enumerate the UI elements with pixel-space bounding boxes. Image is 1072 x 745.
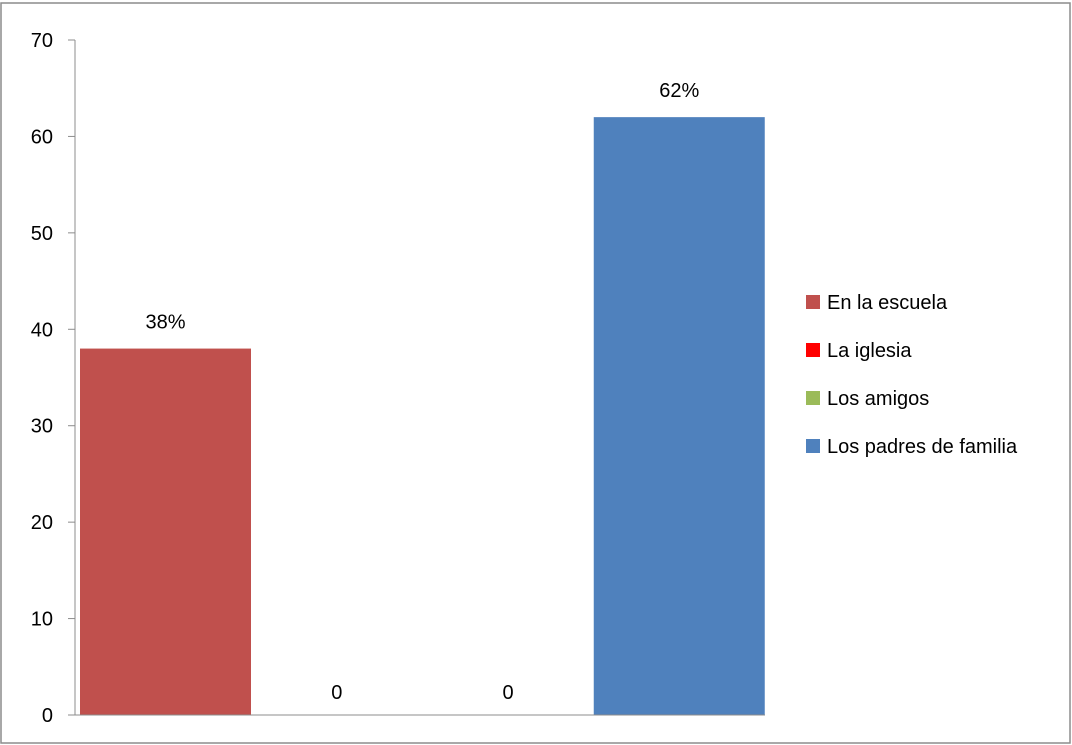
y-tick-label: 0 xyxy=(42,705,53,727)
data-label-1: 38% xyxy=(145,312,185,334)
y-tick-label: 40 xyxy=(31,319,53,341)
bar-1 xyxy=(80,348,251,715)
legend-label-2: La iglesia xyxy=(827,340,912,362)
data-label-2: 0 xyxy=(331,682,342,704)
legend-swatch-1 xyxy=(806,295,820,309)
legend-swatch-4 xyxy=(806,439,820,453)
bar-4 xyxy=(593,117,765,715)
legend: En la escuela La iglesia Los amigos Los pad… xyxy=(806,292,1018,458)
y-tick-label: 30 xyxy=(31,416,53,438)
y-tick-label: 60 xyxy=(31,126,53,148)
legend-label-1: En la escuela xyxy=(827,292,948,314)
y-tick-label: 70 xyxy=(31,30,53,52)
y-tick-label: 50 xyxy=(31,223,53,245)
plot-area: 0 10 20 30 40 50 60 70 38% 0 0 62% xyxy=(31,30,765,727)
legend-label-3: Los amigos xyxy=(827,388,929,410)
y-tick-label: 10 xyxy=(31,609,53,631)
legend-swatch-3 xyxy=(806,391,820,405)
legend-label-4: Los padres de familia xyxy=(827,436,1018,458)
data-label-3: 0 xyxy=(502,682,513,704)
y-tick-label: 20 xyxy=(31,512,53,534)
legend-swatch-2 xyxy=(806,343,820,357)
data-label-4: 62% xyxy=(659,80,699,102)
